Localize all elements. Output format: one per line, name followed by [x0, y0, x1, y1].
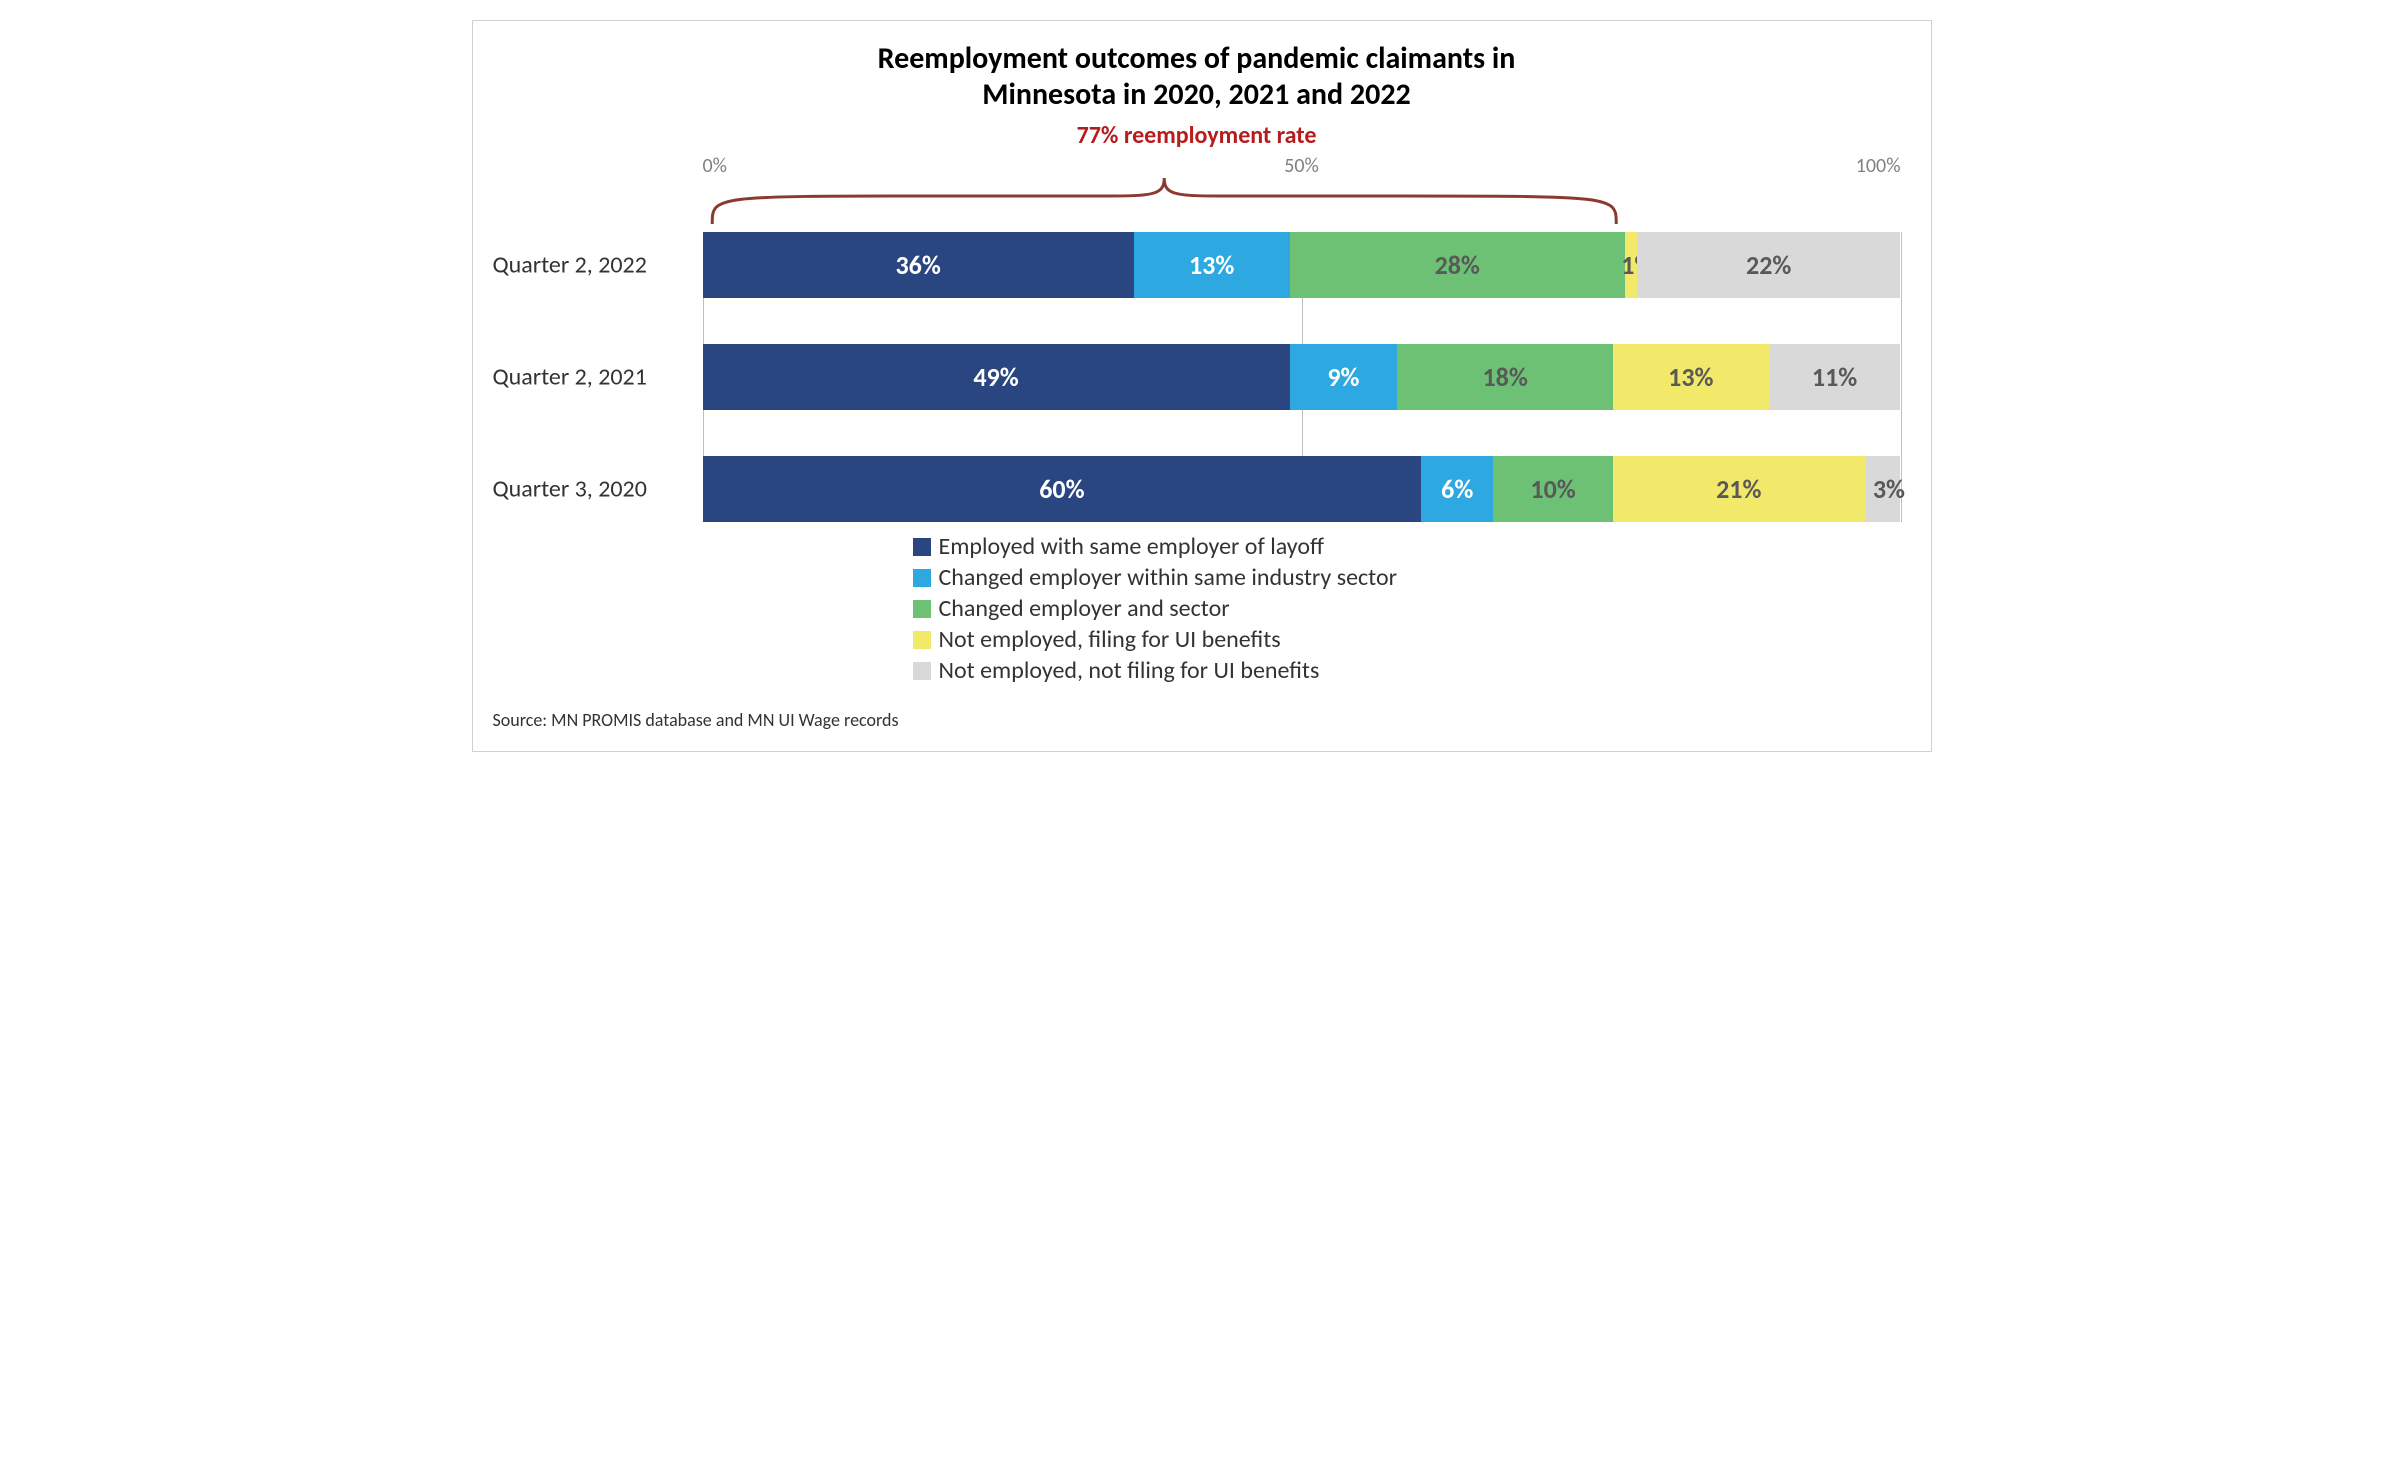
chart-title: Reemployment outcomes of pandemic claima… — [493, 41, 1901, 113]
bar-row: Quarter 3, 202060%6%10%21%3% — [703, 456, 1901, 522]
x-axis-labels: 0% 50% 100% — [703, 154, 1901, 178]
bar-track: 49%9%18%13%11% — [703, 344, 1901, 410]
legend-item: Changed employer within same industry se… — [913, 563, 1901, 592]
legend-label: Changed employer and sector — [939, 594, 1230, 623]
bar-segment: 13% — [1134, 232, 1290, 298]
bar-category-label: Quarter 2, 2022 — [493, 251, 693, 280]
source-text: Source: MN PROMIS database and MN UI Wag… — [493, 709, 1901, 731]
legend-label: Employed with same employer of layoff — [939, 532, 1325, 561]
bar-segment: 18% — [1397, 344, 1613, 410]
legend: Employed with same employer of layoffCha… — [913, 532, 1901, 685]
bars-region: Quarter 2, 202236%13%28%1%22% Quarter 2, … — [703, 232, 1901, 522]
bar-row: Quarter 2, 202236%13%28%1%22% — [703, 232, 1901, 298]
legend-swatch — [913, 631, 931, 649]
legend-swatch — [913, 662, 931, 680]
legend-item: Employed with same employer of layoff — [913, 532, 1901, 561]
legend-label: Not employed, not filing for UI benefits — [939, 656, 1320, 685]
bar-segment: 21% — [1613, 456, 1865, 522]
annotation-text: 77% reemployment rate — [1077, 121, 1317, 150]
bar-track: 60%6%10%21%3% — [703, 456, 1901, 522]
reemployment-annotation: 77% reemployment rate — [493, 121, 1901, 150]
annotation-brace — [703, 176, 1625, 226]
chart-title-line2: Minnesota in 2020, 2021 and 2022 — [493, 77, 1901, 113]
bar-segment: 9% — [1290, 344, 1398, 410]
chart-container: Reemployment outcomes of pandemic claima… — [472, 20, 1932, 752]
bar-segment: 28% — [1290, 232, 1625, 298]
bar-segment: 49% — [703, 344, 1290, 410]
legend-item: Changed employer and sector — [913, 594, 1901, 623]
x-axis-tick: 100% — [1856, 154, 1901, 178]
bar-segment: 13% — [1613, 344, 1769, 410]
x-axis-tick: 50% — [1284, 154, 1319, 178]
x-axis-tick: 0% — [703, 154, 727, 178]
bar-row: Quarter 2, 202149%9%18%13%11% — [703, 344, 1901, 410]
legend-label: Changed employer within same industry se… — [939, 563, 1398, 592]
bar-segment: 10% — [1493, 456, 1613, 522]
legend-swatch — [913, 538, 931, 556]
bar-segment: 22% — [1637, 232, 1901, 298]
bar-segment: 60% — [703, 456, 1422, 522]
bar-segment: 6% — [1421, 456, 1493, 522]
legend-item: Not employed, not filing for UI benefits — [913, 656, 1901, 685]
bar-segment: 1% — [1625, 232, 1637, 298]
legend-item: Not employed, filing for UI benefits — [913, 625, 1901, 654]
plot-area: 0% 50% 100% Quarter 2, 202236%13%28%1%22% Q… — [703, 154, 1901, 514]
bar-segment: 36% — [703, 232, 1134, 298]
legend-label: Not employed, filing for UI benefits — [939, 625, 1281, 654]
bar-category-label: Quarter 2, 2021 — [493, 363, 693, 392]
bar-track: 36%13%28%1%22% — [703, 232, 1901, 298]
legend-swatch — [913, 600, 931, 618]
bar-segment: 3% — [1865, 456, 1901, 522]
chart-title-line1: Reemployment outcomes of pandemic claima… — [493, 41, 1901, 77]
bar-category-label: Quarter 3, 2020 — [493, 475, 693, 504]
bar-segment: 11% — [1769, 344, 1901, 410]
legend-swatch — [913, 569, 931, 587]
